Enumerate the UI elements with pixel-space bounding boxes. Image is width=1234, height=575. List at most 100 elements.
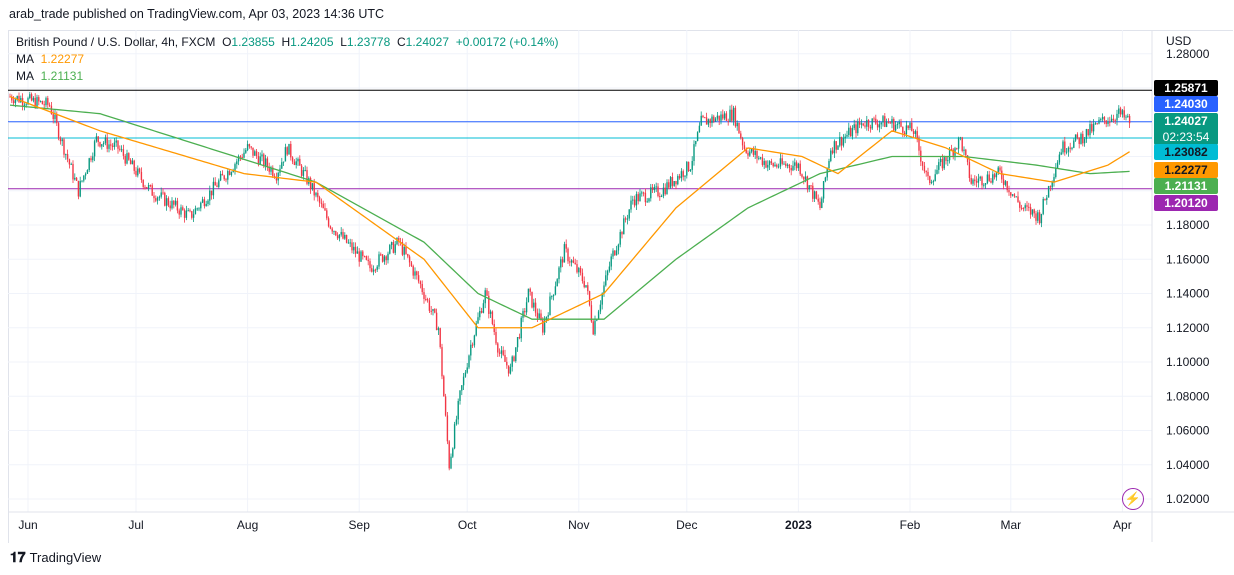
candle-body xyxy=(999,167,1001,171)
candle-body xyxy=(479,311,481,318)
candle-body xyxy=(968,162,971,179)
candle-body xyxy=(626,218,629,220)
price-label-text: 1.24027 xyxy=(1164,114,1208,128)
candle-body xyxy=(731,109,733,121)
candle-body xyxy=(632,199,634,201)
ma1-line xyxy=(9,95,1130,329)
candle-body xyxy=(1013,194,1016,197)
candle-body xyxy=(1101,116,1104,120)
candle-body xyxy=(322,203,324,209)
candle-body xyxy=(885,121,888,127)
candle-body xyxy=(329,226,332,229)
candle-body xyxy=(345,234,348,243)
candle-body xyxy=(567,248,569,262)
candle-body xyxy=(90,158,92,161)
x-tick-label: 2023 xyxy=(785,518,812,532)
open-label: O xyxy=(222,35,232,49)
candle-body xyxy=(36,97,38,108)
candle-body xyxy=(972,179,974,184)
candle-body xyxy=(419,281,422,285)
candle-body xyxy=(1046,197,1048,200)
candle-body xyxy=(351,242,353,251)
candle-body xyxy=(263,154,265,167)
candle-body xyxy=(295,161,297,165)
candle-body xyxy=(948,149,951,161)
candle-body xyxy=(396,237,398,245)
symbol-name[interactable]: British Pound / U.S. Dollar, 4h, FXCM xyxy=(16,35,216,49)
chart-legend: British Pound / U.S. Dollar, 4h, FXCM O1… xyxy=(16,34,558,85)
candle-body xyxy=(866,120,868,127)
candle-body xyxy=(624,218,627,220)
candle-body xyxy=(268,166,270,172)
lightning-icon[interactable]: ⚡ xyxy=(1122,488,1144,510)
candle-body xyxy=(246,144,249,151)
candle-body xyxy=(347,242,350,244)
candle-body xyxy=(137,168,139,176)
candle-body xyxy=(878,124,881,128)
candle-body xyxy=(740,133,742,139)
candle-body xyxy=(167,198,170,206)
candle-body xyxy=(749,151,751,156)
candle-body xyxy=(1047,186,1050,198)
candle-body xyxy=(767,164,769,168)
candle-body xyxy=(225,179,227,181)
candle-body xyxy=(185,210,188,218)
candle-body xyxy=(176,200,179,211)
ma2-legend[interactable]: MA 1.21131 xyxy=(16,68,558,85)
candle-body xyxy=(27,98,29,105)
candle-body xyxy=(828,161,830,169)
candle-body xyxy=(529,288,531,292)
candle-body xyxy=(327,218,330,227)
candle-body xyxy=(1121,110,1124,115)
candle-body xyxy=(992,174,994,183)
candle-body xyxy=(518,337,521,339)
candle-body xyxy=(531,291,533,308)
candle-body xyxy=(29,94,31,99)
candle-body xyxy=(1082,133,1084,144)
candle-body xyxy=(842,138,845,146)
candle-body xyxy=(815,191,818,199)
candle-body xyxy=(1060,152,1062,155)
candle-body xyxy=(97,136,99,143)
candle-body xyxy=(95,136,98,142)
candle-body xyxy=(221,173,224,176)
candle-body xyxy=(104,137,107,144)
candle-body xyxy=(502,350,504,355)
candle-body xyxy=(606,270,609,276)
candle-body xyxy=(932,180,935,183)
candle-body xyxy=(851,128,854,137)
ma1-label: MA xyxy=(16,52,34,66)
candle-body xyxy=(180,207,182,215)
candle-body xyxy=(855,124,857,134)
candle-body xyxy=(506,361,508,366)
candle-body xyxy=(887,121,890,123)
candle-body xyxy=(756,150,758,159)
candle-body xyxy=(45,98,47,106)
candle-body xyxy=(1080,133,1082,144)
candle-body xyxy=(488,295,490,314)
candle-body xyxy=(1035,213,1037,221)
candle-body xyxy=(849,127,852,137)
candle-body xyxy=(788,164,791,169)
candle-body xyxy=(108,144,110,149)
candle-body xyxy=(1022,207,1025,209)
candle-body xyxy=(203,199,206,207)
candle-body xyxy=(558,267,560,280)
candle-body xyxy=(693,144,695,161)
candle-body xyxy=(1015,196,1017,198)
ma1-legend[interactable]: MA 1.22277 xyxy=(16,51,558,68)
candle-body xyxy=(209,190,211,201)
x-tick-label: Jun xyxy=(18,518,37,532)
candle-body xyxy=(718,115,720,121)
candle-body xyxy=(806,176,809,190)
candle-body xyxy=(732,107,735,121)
y-tick-label: 1.14000 xyxy=(1166,287,1210,301)
candle-body xyxy=(331,228,333,232)
candle-body xyxy=(110,144,112,146)
candle-body xyxy=(511,356,513,367)
candle-body xyxy=(779,158,782,167)
candle-body xyxy=(1094,123,1097,125)
candle-body xyxy=(799,163,801,175)
candle-body xyxy=(821,198,823,209)
